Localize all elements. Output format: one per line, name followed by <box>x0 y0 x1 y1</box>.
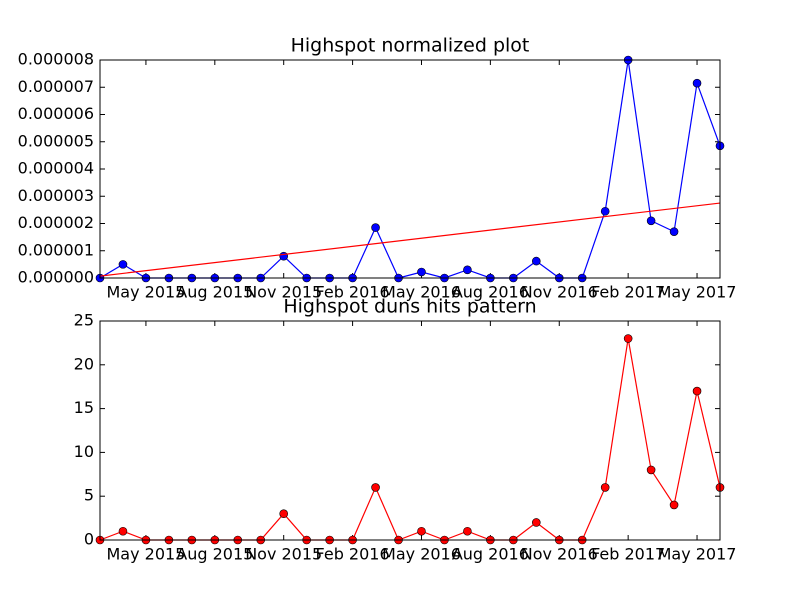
x-tick-label: May 2015 <box>106 545 185 564</box>
data-point <box>600 206 610 216</box>
data-point <box>692 386 702 396</box>
data-point <box>646 465 656 475</box>
data-point <box>669 500 679 510</box>
x-tick-label: Feb 2016 <box>316 545 390 564</box>
data-point <box>279 509 289 519</box>
x-tick-label: Nov 2016 <box>521 283 598 302</box>
x-tick-label: Nov 2015 <box>245 545 322 564</box>
chart-title: Highspot duns hits pattern <box>283 296 536 318</box>
axes-frame <box>99 320 721 541</box>
y-tick-label: 0 <box>84 530 94 549</box>
data-point <box>463 526 472 536</box>
data-point <box>669 227 679 236</box>
y-tick-label: 0.000007 <box>18 77 94 96</box>
data-point <box>371 223 380 232</box>
data-point <box>623 334 633 343</box>
x-tick-label: Aug 2015 <box>176 545 253 564</box>
y-tick-label: 15 <box>74 398 94 417</box>
data-point <box>692 78 702 88</box>
data-point <box>417 526 426 536</box>
y-tick-label: 0.000002 <box>18 213 94 232</box>
data-point <box>118 260 128 269</box>
y-tick-label: 0.000005 <box>18 131 94 150</box>
y-tick-label: 0.000008 <box>18 50 94 69</box>
x-tick-label: May 2017 <box>658 283 737 302</box>
x-tick-label: Feb 2016 <box>316 283 390 302</box>
series-line <box>99 338 721 541</box>
data-point <box>279 251 289 261</box>
y-tick-label: 5 <box>84 486 94 505</box>
data-point <box>600 483 610 492</box>
x-tick-label: May 2017 <box>658 545 737 564</box>
y-tick-label: 0.000006 <box>18 104 94 123</box>
y-tick-label: 10 <box>74 442 94 461</box>
series-line <box>99 59 721 279</box>
data-point <box>463 265 472 275</box>
x-tick-label: Feb 2017 <box>591 545 665 564</box>
x-tick-label: Aug 2016 <box>452 545 529 564</box>
axes-frame <box>99 59 721 279</box>
data-point <box>371 483 380 492</box>
x-tick-label: Aug 2016 <box>452 283 529 302</box>
y-tick-label: 20 <box>74 354 94 373</box>
x-tick-label: Aug 2015 <box>176 283 253 302</box>
x-tick-label: Nov 2016 <box>521 545 598 564</box>
chart-title: Highspot normalized plot <box>291 35 530 57</box>
data-point <box>531 256 541 266</box>
y-tick-label: 0.000001 <box>18 240 94 259</box>
x-tick-label: May 2016 <box>382 283 461 302</box>
data-point <box>646 216 656 226</box>
x-tick-label: May 2015 <box>106 283 185 302</box>
x-tick-label: Nov 2015 <box>245 283 322 302</box>
y-tick-label: 0.000003 <box>18 186 94 205</box>
y-tick-label: 25 <box>74 311 94 330</box>
x-tick-label: Feb 2017 <box>591 283 665 302</box>
x-tick-label: May 2016 <box>382 545 461 564</box>
data-point <box>118 526 128 536</box>
series-line <box>99 202 721 277</box>
y-tick-label: 0.000004 <box>18 159 94 178</box>
y-tick-label: 0.000000 <box>18 268 94 287</box>
data-point <box>417 267 426 277</box>
data-point <box>531 518 541 527</box>
